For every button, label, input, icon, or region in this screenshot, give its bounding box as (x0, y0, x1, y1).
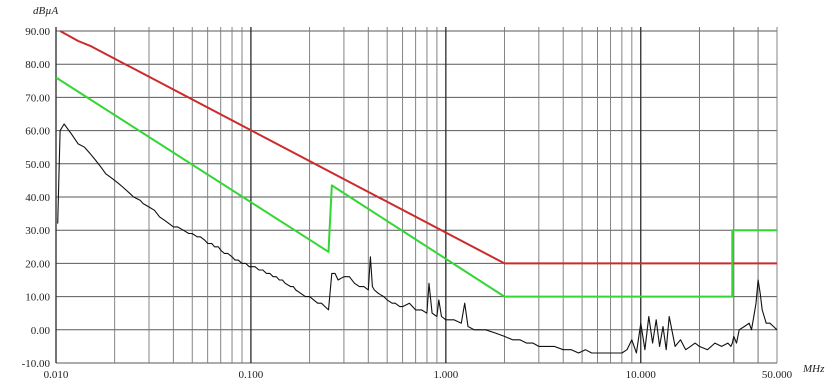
y-tick-label: 50.00 (25, 159, 50, 171)
x-tick-label: 50.000 (762, 369, 793, 381)
x-tick-label: 10.000 (626, 369, 657, 381)
y-tick-label: 60.00 (25, 126, 50, 138)
series-line-3 (57, 123, 778, 354)
y-unit-label: dBµA (33, 5, 59, 17)
series-layer (55, 30, 778, 354)
y-tick-label: -10.00 (22, 358, 51, 370)
y-tick-label: 80.00 (25, 59, 50, 71)
x-tick-label: 0.010 (44, 369, 69, 381)
y-tick-label: 30.00 (25, 225, 50, 237)
grid (55, 27, 778, 364)
y-tick-label: 90.00 (25, 26, 50, 38)
y-tick-label: 70.00 (25, 92, 50, 104)
x-tick-label: 1.000 (433, 369, 458, 381)
series-line-2 (55, 76, 777, 298)
y-tick-label: 20.00 (25, 258, 50, 270)
x-tick-label: 0.100 (239, 369, 264, 381)
series-line-1 (59, 30, 777, 265)
y-tick-label: 0.00 (31, 325, 51, 337)
y-tick-label: 10.00 (25, 292, 50, 304)
x-unit-label: MHz (802, 363, 825, 375)
y-tick-label: 40.00 (25, 192, 50, 204)
axis-labels: dBµA MHz 90.00 80.00 70.00 60.00 50.00 40.00 3… (22, 5, 826, 381)
